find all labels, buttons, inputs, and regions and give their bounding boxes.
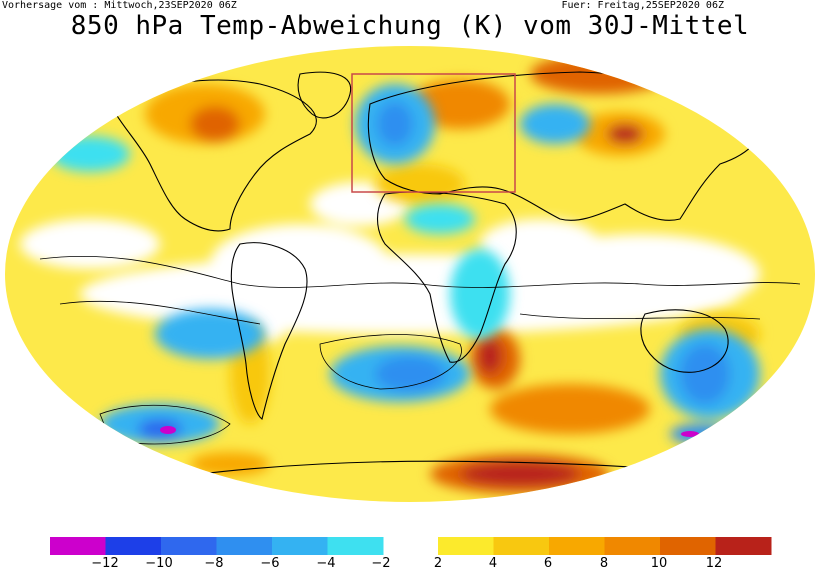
anomaly-field	[5, 46, 815, 502]
anomaly-map	[5, 46, 815, 502]
colorbar-swatch-cold	[216, 537, 273, 555]
colorbar-swatch-cold	[105, 537, 162, 555]
colorbar	[50, 537, 772, 555]
colorbar-swatch-warm	[715, 537, 772, 555]
colorbar-swatch-cold	[272, 537, 328, 555]
map-title: 850 hPa Temp-Abweichung (K) vom 30J-Mitt…	[70, 11, 750, 41]
colorbar-swatch-cold	[327, 537, 384, 555]
tick-label: −12	[91, 556, 119, 571]
colorbar-swatch-cold	[50, 537, 106, 555]
tick-label: 2	[433, 556, 443, 571]
colorbar-swatch-warm	[604, 537, 661, 555]
tick-label: −4	[316, 556, 336, 571]
tick-label: 8	[599, 556, 609, 571]
tick-label: −2	[371, 556, 391, 571]
tick-label: 10	[650, 556, 668, 571]
colorbar-swatch-warm	[660, 537, 716, 555]
tick-label: 12	[705, 556, 723, 571]
tick-label: 6	[543, 556, 553, 571]
tick-label: −8	[204, 556, 224, 571]
colorbar-swatch-warm	[493, 537, 550, 555]
colorbar-swatch-warm	[438, 537, 494, 555]
tick-label: 4	[488, 556, 498, 571]
region-box	[351, 73, 516, 193]
forecast-valid-label: Fuer: Freitag,25SEP2020 06Z	[561, 0, 724, 11]
forecast-issued-label: Vorhersage vom : Mittwoch,23SEP2020 06Z	[2, 0, 237, 11]
colorbar-swatch-cold	[161, 537, 217, 555]
tick-label: −6	[260, 556, 280, 571]
tick-label: −10	[145, 556, 173, 571]
colorbar-swatch-warm	[549, 537, 605, 555]
